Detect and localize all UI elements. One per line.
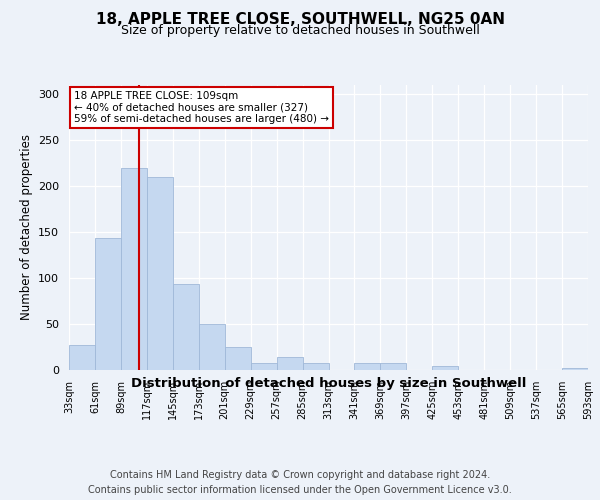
Bar <box>121 168 147 370</box>
Text: 18 APPLE TREE CLOSE: 109sqm
← 40% of detached houses are smaller (327)
59% of se: 18 APPLE TREE CLOSE: 109sqm ← 40% of det… <box>74 90 329 124</box>
Text: Contains HM Land Registry data © Crown copyright and database right 2024.
Contai: Contains HM Land Registry data © Crown c… <box>88 470 512 495</box>
Text: Size of property relative to detached houses in Southwell: Size of property relative to detached ho… <box>121 24 479 37</box>
Bar <box>95 238 121 370</box>
Text: Distribution of detached houses by size in Southwell: Distribution of detached houses by size … <box>131 378 526 390</box>
Bar <box>355 362 380 370</box>
Bar <box>251 362 277 370</box>
Bar <box>147 177 173 370</box>
Bar <box>277 357 302 370</box>
Text: 18, APPLE TREE CLOSE, SOUTHWELL, NG25 0AN: 18, APPLE TREE CLOSE, SOUTHWELL, NG25 0A… <box>95 12 505 28</box>
Bar <box>433 366 458 370</box>
Bar <box>173 284 199 370</box>
Bar <box>225 347 251 370</box>
Bar <box>302 362 329 370</box>
Bar <box>199 324 224 370</box>
Bar <box>380 362 406 370</box>
Bar <box>562 368 588 370</box>
Bar <box>69 345 95 370</box>
Y-axis label: Number of detached properties: Number of detached properties <box>20 134 32 320</box>
